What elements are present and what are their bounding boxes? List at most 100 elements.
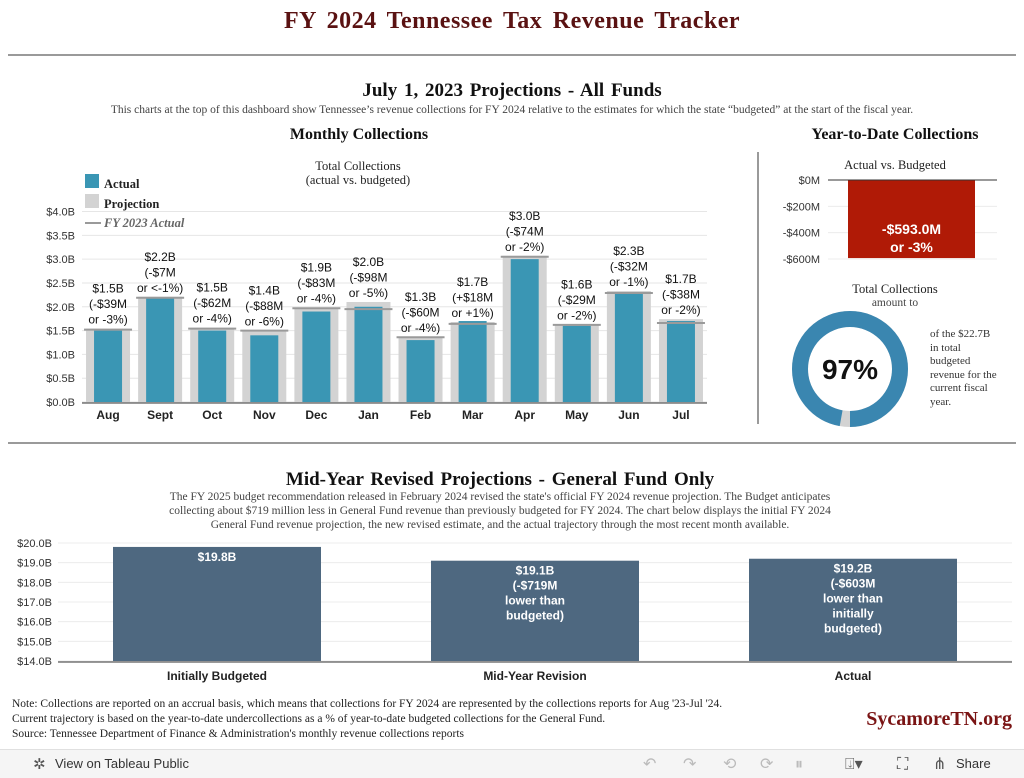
pause-icon[interactable]: ⏸: [795, 754, 804, 773]
header-divider: [8, 54, 1016, 56]
legend-swatch-actual: [85, 174, 99, 188]
data-label: or -2%): [505, 240, 544, 254]
gf-bar-label: (-$719M: [513, 579, 558, 593]
data-label: or -3%): [88, 313, 127, 327]
actual-bar: [302, 311, 331, 402]
actual-bar: [458, 321, 487, 402]
section1-description: This charts at the top of this dashboard…: [110, 104, 914, 116]
gf-bar-label: (-$603M: [831, 577, 876, 591]
actual-bar: [250, 335, 279, 402]
monthly-chart-subtitle: Total Collections (actual vs. budgeted): [250, 159, 466, 187]
donut-title-line1: Total Collections: [852, 282, 938, 296]
data-label: (-$98M: [349, 271, 387, 285]
data-label: $1.7B: [457, 275, 488, 289]
ytd-bar-chart: $0M -$200M -$400M -$600M -$593.0M or -3%: [783, 175, 997, 266]
data-label: $1.5B: [197, 281, 228, 295]
data-label: $2.3B: [613, 244, 644, 258]
data-label: $1.4B: [249, 284, 280, 298]
data-label: or <-1%): [137, 281, 183, 295]
section-divider: [8, 442, 1016, 444]
data-label: or -6%): [245, 315, 284, 329]
fullscreen-icon[interactable]: ⛶: [897, 754, 909, 773]
actual-bar: [666, 321, 695, 402]
x-tick-label: Dec: [305, 408, 327, 422]
data-label: $3.0B: [509, 209, 540, 223]
data-label: (-$74M: [506, 224, 544, 238]
section2-title: Mid-Year Revised Projections - General F…: [285, 469, 715, 490]
data-label: $1.3B: [405, 290, 436, 304]
legend-label-actual: Actual: [104, 177, 140, 191]
ytd-donut-chart: 97%: [792, 311, 908, 427]
gf-bar-label: $19.8B: [198, 550, 237, 564]
gf-bar: [431, 560, 639, 661]
gf-bar-label: $19.1B: [516, 564, 555, 578]
redo-icon[interactable]: ↷: [683, 754, 697, 773]
y-tick-label: -$400M: [783, 228, 820, 240]
view-on-tableau-link[interactable]: View on Tableau Public: [55, 756, 189, 771]
download-icon[interactable]: ⍗▾: [845, 754, 863, 773]
y-tick-label: $18.0B: [17, 577, 52, 589]
actual-bar: [510, 259, 539, 402]
actual-bar: [406, 340, 435, 402]
monthly-collections-chart: $0.0B $0.5B $1.0B $1.5B $2.0B $2.5B $3.0B $3.5B…: [46, 207, 707, 422]
data-label: (-$38M: [662, 288, 700, 302]
x-tick-label: Jan: [358, 408, 379, 422]
y-tick-label: $0.5B: [46, 373, 75, 385]
footer-notes: Note: Collections are reported on an acc…: [12, 697, 722, 742]
undo-icon[interactable]: ↶: [643, 754, 657, 773]
donut-description-line: revenue for the: [930, 368, 997, 381]
refresh-icon[interactable]: ⟳: [760, 754, 774, 773]
gf-bar-label: $19.2B: [834, 562, 873, 576]
data-label: or -2%): [661, 303, 700, 317]
gf-bar-label: lower than: [823, 592, 883, 606]
data-label: or -2%): [557, 308, 596, 322]
donut-description-line: year.: [930, 395, 952, 408]
data-label: $1.9B: [301, 261, 332, 275]
ytd-bar: [848, 180, 975, 259]
donut-description-line: budgeted: [930, 355, 971, 367]
data-label: or -4%): [297, 292, 336, 306]
gf-bar: [749, 558, 957, 661]
data-label: $1.5B: [92, 282, 123, 296]
y-tick-label: $16.0B: [17, 617, 52, 629]
data-label: or -1%): [609, 275, 648, 289]
gf-bar-label: lower than: [505, 594, 565, 608]
data-label: $2.2B: [144, 250, 175, 264]
actual-bar: [614, 292, 643, 402]
x-tick-label: Jul: [672, 408, 689, 422]
x-tick-label: Apr: [514, 408, 535, 422]
share-icon[interactable]: ⋔: [933, 754, 947, 773]
y-tick-label: $15.0B: [17, 636, 52, 648]
y-tick-label: $20.0B: [17, 538, 52, 550]
footer-note-source: Source: Tennessee Department of Finance …: [12, 728, 464, 740]
y-tick-label: $3.0B: [46, 254, 75, 266]
share-button[interactable]: Share: [956, 756, 991, 771]
x-tick-label: Initially Budgeted: [167, 669, 267, 683]
brand-logo[interactable]: SycamoreTN.org: [866, 708, 1012, 730]
x-tick-label: Sept: [147, 408, 173, 422]
legend-label-prior: FY 2023 Actual: [104, 216, 185, 230]
data-label: (-$60M: [402, 306, 440, 320]
donut-description: of the $22.7B in total budgeted revenue for…: [930, 328, 1020, 409]
data-label: $2.0B: [353, 255, 384, 269]
data-label: or +1%): [451, 306, 493, 320]
y-tick-label: $0M: [799, 175, 820, 187]
revert-icon[interactable]: ⟲: [723, 754, 737, 773]
general-fund-chart: $14.0B $15.0B $16.0B $17.0B $18.0B $19.0B $20.…: [17, 538, 1012, 683]
gf-bar-label: budgeted): [506, 609, 564, 623]
data-label: (-$88M: [245, 299, 283, 313]
data-label: (-$32M: [610, 260, 648, 274]
ytd-collections-title: Year-to-Date Collections: [811, 126, 979, 143]
x-tick-label: Nov: [253, 408, 276, 422]
y-tick-label: $1.0B: [46, 349, 75, 361]
donut-description-line: of the $22.7B: [930, 328, 991, 340]
data-label: or -4%): [193, 312, 232, 326]
actual-bar: [146, 297, 175, 402]
x-tick-label: Mar: [462, 408, 484, 422]
tableau-logo-icon: ✲: [33, 755, 46, 773]
section1-title: July 1, 2023 Projections - All Funds: [362, 80, 662, 101]
section2-description-line3: General Fund revenue projection, the new…: [210, 519, 790, 531]
data-label: or -4%): [401, 321, 440, 335]
y-tick-label: $0.0B: [46, 397, 75, 409]
x-tick-label: Jun: [618, 408, 639, 422]
